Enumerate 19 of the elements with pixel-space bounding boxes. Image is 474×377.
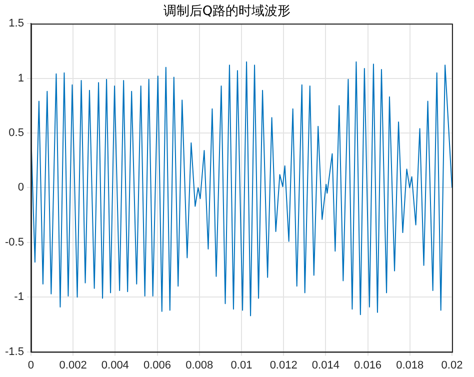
x-tick-label: 0.02 [441, 359, 463, 372]
y-tick-label: -0.5 [4, 236, 24, 248]
y-tick-label: 0.5 [8, 127, 24, 140]
x-tick-label: 0.006 [144, 359, 172, 372]
x-tick-label: 0.01 [230, 359, 252, 372]
y-tick-label: -1 [14, 291, 24, 304]
x-tick-label: 0 [28, 359, 34, 372]
x-tick-label: 0.014 [312, 359, 340, 372]
x-tick-label: 0.002 [59, 359, 87, 372]
x-tick-label: 0.012 [270, 359, 298, 372]
chart-title: 调制后Q路的时域波形 [163, 4, 291, 20]
x-tick-label: 0.004 [101, 359, 129, 372]
x-tick-label: 0.008 [186, 359, 214, 372]
y-tick-label: 1.5 [8, 18, 24, 30]
x-tick-label: 0.016 [354, 359, 382, 372]
x-tick-label: 0.018 [396, 359, 424, 372]
y-tick-label: -1.5 [4, 346, 24, 358]
y-tick-label: 1 [18, 72, 24, 84]
y-tick-label: 0 [18, 182, 24, 194]
